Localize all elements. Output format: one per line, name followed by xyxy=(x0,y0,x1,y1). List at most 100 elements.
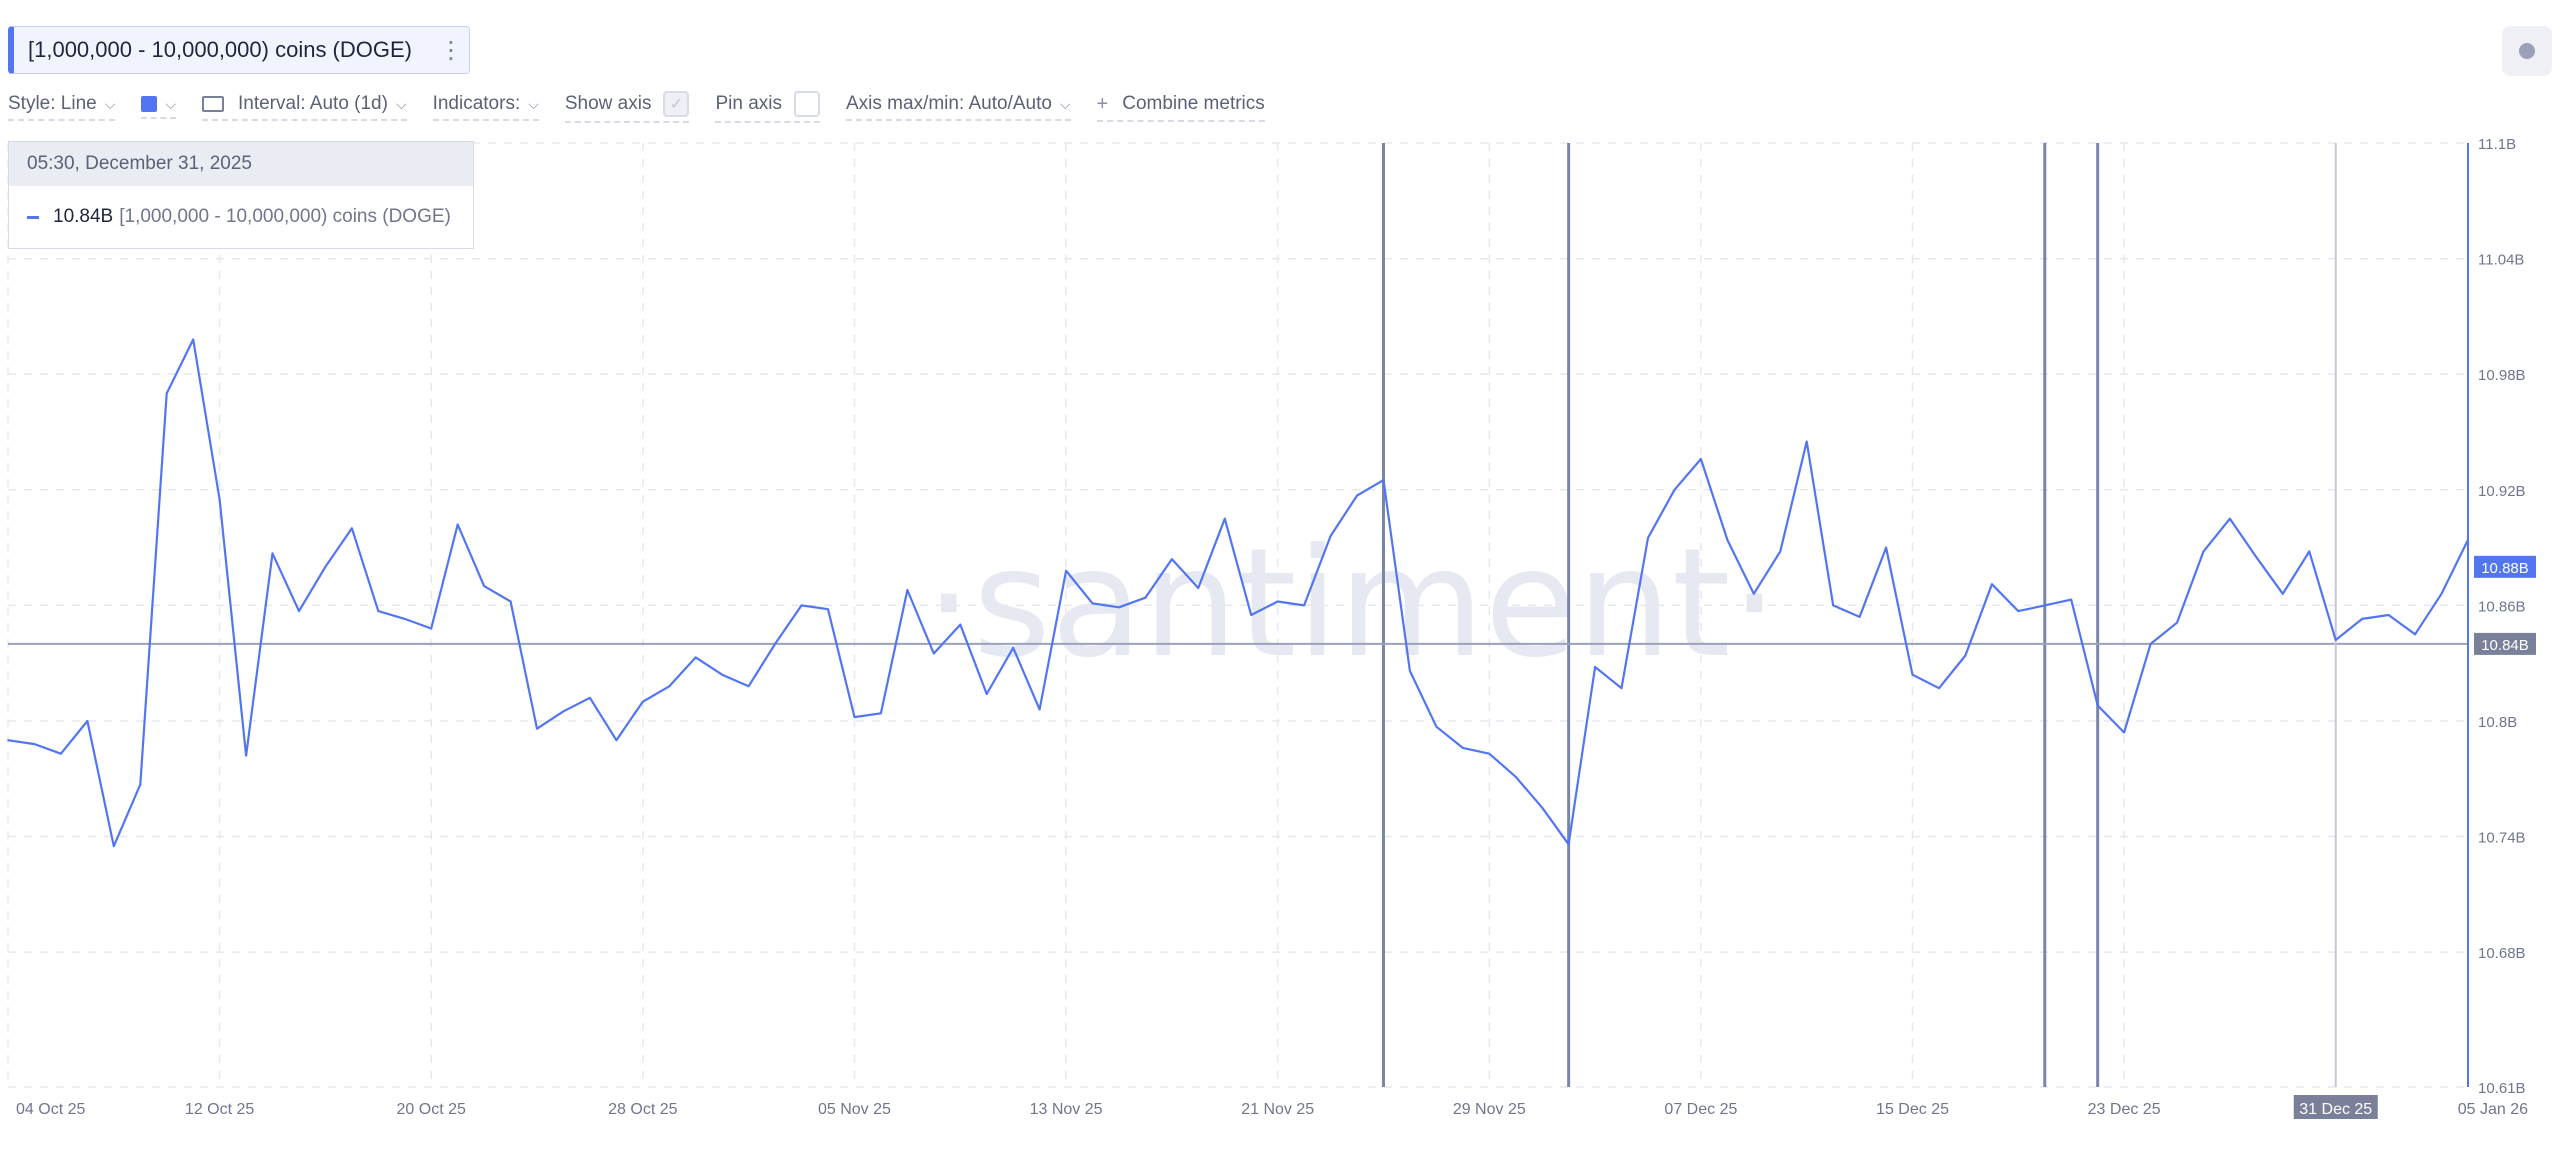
data-point xyxy=(1991,583,1993,585)
combine-metrics-label: Combine metrics xyxy=(1122,93,1265,114)
data-point xyxy=(2414,633,2416,636)
y-tick-label: 10.86B xyxy=(2478,598,2526,615)
data-point xyxy=(1673,488,1676,491)
y-tick-label: 10.8B xyxy=(2478,714,2517,731)
x-axis-ticks: 04 Oct 25 12 Oct 25 20 Oct 25 28 Oct 25 05 N… xyxy=(16,1095,2528,1119)
settings-button[interactable] xyxy=(2502,26,2552,76)
data-point xyxy=(985,693,988,695)
data-point xyxy=(1038,708,1041,711)
y-tick-label: 11.1B xyxy=(2478,136,2516,153)
axis-maxmin-dropdown[interactable]: Axis max/min: Auto/Auto ⌵ xyxy=(846,93,1071,121)
data-point xyxy=(1118,606,1120,609)
data-point xyxy=(1647,537,1649,539)
data-point xyxy=(2149,643,2152,645)
data-point xyxy=(1329,535,1332,537)
data-point xyxy=(1091,602,1094,605)
dot-icon xyxy=(2519,43,2535,59)
data-point xyxy=(642,700,644,703)
data-point xyxy=(1938,687,1940,690)
x-tick-label: 05 Nov 25 xyxy=(818,1101,891,1118)
vertical-dots-icon[interactable]: ⋮ xyxy=(439,36,463,64)
series-swatch xyxy=(27,215,39,219)
ruler-icon xyxy=(201,96,224,112)
metric-chip[interactable]: [1,000,000 - 10,000,000) coins (DOGE) ⋮ xyxy=(8,26,470,74)
show-axis-label: Show axis xyxy=(564,93,652,114)
chevron-down-icon: ⌵ xyxy=(528,95,539,112)
data-point xyxy=(1514,776,1517,778)
data-point xyxy=(2229,517,2231,520)
chart-toolbar: Style: Line ⌵ ⌵ Interval: Auto (1d) ⌵ In… xyxy=(8,90,1291,124)
checkmark-icon[interactable]: ✓ xyxy=(663,91,690,117)
data-point xyxy=(2176,621,2178,624)
tooltip-value: 10.84B xyxy=(53,206,114,227)
last-value-badge-bg xyxy=(2474,555,2536,578)
pin-axis-label: Pin axis xyxy=(715,93,782,114)
data-point xyxy=(880,712,882,715)
show-axis-toggle[interactable]: Show axis ✓ xyxy=(564,91,690,123)
tooltip-row: 10.84B [1,000,000 - 10,000,000) coins (D… xyxy=(9,186,473,248)
interval-label: Interval: Auto (1d) xyxy=(237,93,388,114)
data-point xyxy=(1065,569,1067,572)
interval-dropdown[interactable]: Interval: Auto (1d) ⌵ xyxy=(201,93,407,121)
grid xyxy=(7,142,2469,1088)
data-point xyxy=(113,845,115,847)
data-point xyxy=(1197,587,1200,589)
data-point xyxy=(2070,598,2073,601)
combine-metrics-button[interactable]: + Combine metrics xyxy=(1096,92,1265,122)
y-tick-label: 10.74B xyxy=(2478,830,2526,847)
y-tick-label: 10.61B xyxy=(2478,1080,2526,1097)
crosshair-value-badge: 10.84B xyxy=(2481,637,2529,654)
x-tick-label: 12 Oct 25 xyxy=(185,1101,254,1118)
color-dropdown[interactable]: ⌵ xyxy=(141,96,176,119)
data-point xyxy=(1435,725,1438,728)
data-point xyxy=(1620,687,1623,690)
plus-icon: + xyxy=(1096,92,1109,115)
data-point xyxy=(1805,440,1808,443)
data-point xyxy=(271,552,274,555)
data-point xyxy=(1726,539,1729,541)
data-point xyxy=(1858,616,1861,618)
data-point xyxy=(298,610,300,612)
data-point xyxy=(456,523,459,526)
pin-axis-toggle[interactable]: Pin axis xyxy=(715,91,820,123)
data-point xyxy=(165,392,168,395)
x-tick-label: 15 Dec 25 xyxy=(1876,1101,1949,1118)
data-point xyxy=(1488,752,1491,755)
chart-tooltip: 05:30, December 31, 2025 10.84B [1,000,0… xyxy=(8,141,474,249)
data-point xyxy=(2202,550,2205,553)
x-tick-label: 31 Dec 25 xyxy=(2299,1101,2372,1118)
chevron-down-icon: ⌵ xyxy=(165,95,176,112)
data-point xyxy=(853,716,856,718)
chevron-down-icon: ⌵ xyxy=(395,95,407,112)
watermark: ·santiment· xyxy=(925,517,1778,691)
style-dropdown[interactable]: Style: Line ⌵ xyxy=(8,93,116,121)
indicators-dropdown[interactable]: Indicators: ⌵ xyxy=(432,93,539,121)
data-point xyxy=(2361,618,2363,620)
data-point xyxy=(2017,610,2020,612)
data-point xyxy=(1779,550,1782,553)
axis-maxmin-label: Axis max/min: Auto/Auto xyxy=(846,93,1052,114)
data-point xyxy=(1409,670,1411,672)
data-point xyxy=(2387,614,2390,616)
data-point xyxy=(721,673,723,676)
data-point xyxy=(1832,604,1834,607)
data-point xyxy=(959,623,962,626)
data-point xyxy=(2123,731,2125,734)
data-point xyxy=(1250,614,1253,616)
data-point xyxy=(747,685,750,688)
chevron-down-icon: ⌵ xyxy=(1059,95,1071,112)
pin-axis-checkbox[interactable] xyxy=(794,91,820,117)
data-points xyxy=(7,338,2469,847)
data-point xyxy=(1541,806,1543,809)
data-point xyxy=(1382,479,1385,481)
data-point xyxy=(2255,556,2258,559)
data-point xyxy=(668,685,671,688)
x-tick-label: 13 Nov 25 xyxy=(1030,1101,1103,1118)
x-tick-label: 20 Oct 25 xyxy=(397,1101,466,1118)
data-point xyxy=(33,743,36,745)
x-tick-label: 07 Dec 25 xyxy=(1664,1101,1737,1118)
data-point xyxy=(2308,550,2311,553)
data-point xyxy=(1753,593,1755,595)
data-point xyxy=(933,652,935,655)
